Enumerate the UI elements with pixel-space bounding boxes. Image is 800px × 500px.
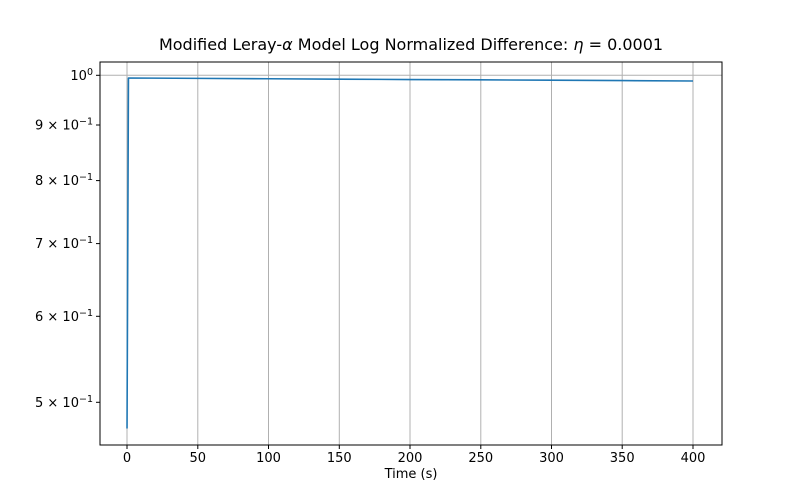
title-text: Modified Leray-	[158, 35, 283, 54]
x-tick-label: 100	[256, 451, 281, 466]
y-tick-label: 7 × 10−1	[35, 235, 93, 252]
x-axis-label: Time (s)	[384, 467, 438, 482]
x-tick-label: 300	[539, 451, 564, 466]
x-tick-label: 350	[610, 451, 635, 466]
x-tick-label: 50	[190, 451, 207, 466]
data-line-layer	[126, 77, 693, 429]
x-tick-label: 200	[398, 451, 423, 466]
y-tick-label: 100	[70, 67, 93, 84]
y-tick-label: 9 × 10−1	[35, 117, 93, 134]
x-tick-label: 0	[123, 451, 131, 466]
grid-layer	[100, 62, 722, 445]
x-tick-label: 250	[468, 451, 493, 466]
x-tick-label: 400	[681, 451, 706, 466]
y-tick-label: 5 × 10−1	[35, 394, 93, 411]
y-tick-label: 6 × 10−1	[35, 308, 93, 325]
title-text: = 0.0001	[583, 35, 664, 54]
y-tick-label: 8 × 10−1	[35, 172, 93, 189]
title-text: Model Log Normalized Difference:	[292, 35, 574, 54]
plot-border	[99, 61, 723, 446]
chart-title: Modified Leray-α Model Log Normalized Di…	[100, 35, 722, 54]
x-tick-label: 150	[327, 451, 352, 466]
eta-symbol: η	[573, 35, 584, 54]
alpha-symbol: α	[282, 35, 293, 54]
tick-layer: 0 50 100 150 200 250 300 350 400 100 9 × 10−1 8 × 1…	[35, 67, 705, 466]
series-line-log-normalized-difference	[126, 77, 693, 429]
